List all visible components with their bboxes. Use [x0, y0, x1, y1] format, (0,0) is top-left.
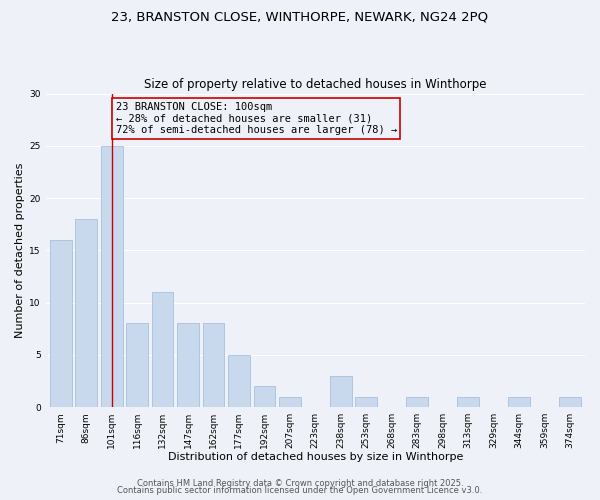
Bar — [177, 324, 199, 407]
Bar — [355, 396, 377, 407]
Text: Contains public sector information licensed under the Open Government Licence v3: Contains public sector information licen… — [118, 486, 482, 495]
Bar — [406, 396, 428, 407]
Bar — [203, 324, 224, 407]
Bar — [279, 396, 301, 407]
Bar — [330, 376, 352, 407]
Bar — [508, 396, 530, 407]
Bar — [228, 355, 250, 407]
Text: 23, BRANSTON CLOSE, WINTHORPE, NEWARK, NG24 2PQ: 23, BRANSTON CLOSE, WINTHORPE, NEWARK, N… — [112, 10, 488, 23]
Bar — [76, 219, 97, 407]
Title: Size of property relative to detached houses in Winthorpe: Size of property relative to detached ho… — [144, 78, 487, 91]
Bar — [559, 396, 581, 407]
Text: Contains HM Land Registry data © Crown copyright and database right 2025.: Contains HM Land Registry data © Crown c… — [137, 478, 463, 488]
Bar — [254, 386, 275, 407]
X-axis label: Distribution of detached houses by size in Winthorpe: Distribution of detached houses by size … — [167, 452, 463, 462]
Text: 23 BRANSTON CLOSE: 100sqm
← 28% of detached houses are smaller (31)
72% of semi-: 23 BRANSTON CLOSE: 100sqm ← 28% of detac… — [116, 102, 397, 135]
Bar — [127, 324, 148, 407]
Bar — [101, 146, 122, 407]
Y-axis label: Number of detached properties: Number of detached properties — [15, 162, 25, 338]
Bar — [50, 240, 71, 407]
Bar — [457, 396, 479, 407]
Bar — [152, 292, 173, 407]
